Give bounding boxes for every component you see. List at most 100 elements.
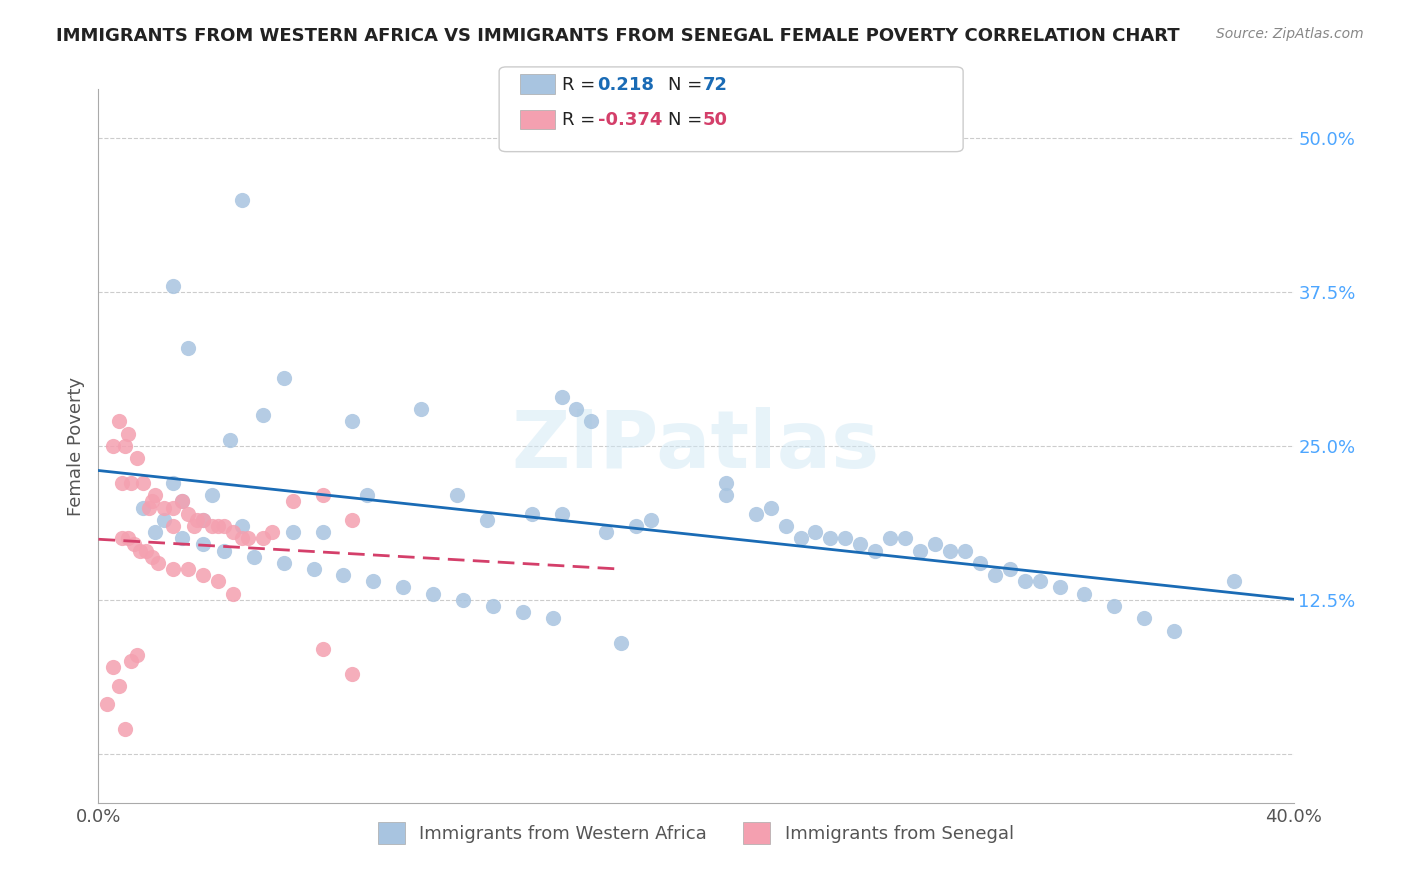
Point [260,525,283,540]
Point [141,549,163,564]
Point [422,587,444,601]
Point [281,494,304,508]
Point [222,525,245,540]
Point [143,488,166,502]
Point [311,642,333,657]
Point [103,660,125,674]
Point [1049,581,1071,595]
Point [820,531,842,545]
Point [172,494,194,508]
Point [1104,599,1126,613]
Point [96,698,118,712]
Point [865,543,887,558]
Point [162,475,184,490]
Point [475,513,498,527]
Point [1163,624,1185,638]
Point [581,414,603,428]
Point [834,531,856,545]
Point [148,556,170,570]
Point [273,371,295,385]
Point [191,513,214,527]
Point [311,525,333,540]
Point [191,537,214,551]
Text: N =: N = [668,76,707,94]
Point [595,525,617,540]
Point [610,636,633,650]
Text: 0.218: 0.218 [598,76,655,94]
Point [908,543,931,558]
Point [342,513,364,527]
Point [759,500,782,515]
Text: ZIPatlas: ZIPatlas [512,407,880,485]
Point [924,537,946,551]
Point [222,587,245,601]
Point [201,519,224,533]
Point [172,494,194,508]
Point [114,439,136,453]
Point [153,500,176,515]
Point [482,599,505,613]
Point [953,543,976,558]
Point [550,507,572,521]
Point [111,475,134,490]
Point [243,549,266,564]
Text: Source: ZipAtlas.com: Source: ZipAtlas.com [1216,27,1364,41]
Point [1028,574,1050,589]
Point [356,488,378,502]
Point [153,513,176,527]
Point [714,488,737,502]
Point [120,475,142,490]
Point [177,341,200,355]
Point [332,568,354,582]
Point [969,556,991,570]
Point [984,568,1007,582]
Point [143,525,166,540]
Point [281,525,304,540]
Point [103,439,125,453]
Point [512,605,534,619]
Point [162,500,184,515]
Point [789,531,811,545]
Point [172,531,194,545]
Point [939,543,962,558]
Point [550,390,572,404]
Point [1133,611,1156,625]
Point [132,500,155,515]
Text: -0.374: -0.374 [598,112,662,129]
Point [236,531,259,545]
Point [207,519,229,533]
Text: R =: R = [562,112,602,129]
Point [311,488,333,502]
Point [162,519,184,533]
Point [626,519,648,533]
Point [894,531,917,545]
Point [135,543,157,558]
Point [138,500,160,515]
Point [212,543,235,558]
Point [108,679,131,693]
Point [231,531,253,545]
Point [252,531,274,545]
Point [177,562,200,576]
Point [117,531,139,545]
Point [640,513,662,527]
Point [714,475,737,490]
Text: 72: 72 [703,76,728,94]
Point [162,279,184,293]
Point [1073,587,1095,601]
Point [177,507,200,521]
Point [446,488,468,502]
Point [162,562,184,576]
Point [132,475,155,490]
Point [363,574,385,589]
Point [273,556,295,570]
Text: IMMIGRANTS FROM WESTERN AFRICA VS IMMIGRANTS FROM SENEGAL FEMALE POVERTY CORRELA: IMMIGRANTS FROM WESTERN AFRICA VS IMMIGR… [56,27,1180,45]
Point [191,568,214,582]
Point [804,525,827,540]
Point [231,519,253,533]
Text: N =: N = [668,112,707,129]
Point [541,611,564,625]
Point [114,722,136,736]
Point [302,562,325,576]
Point [342,666,364,681]
